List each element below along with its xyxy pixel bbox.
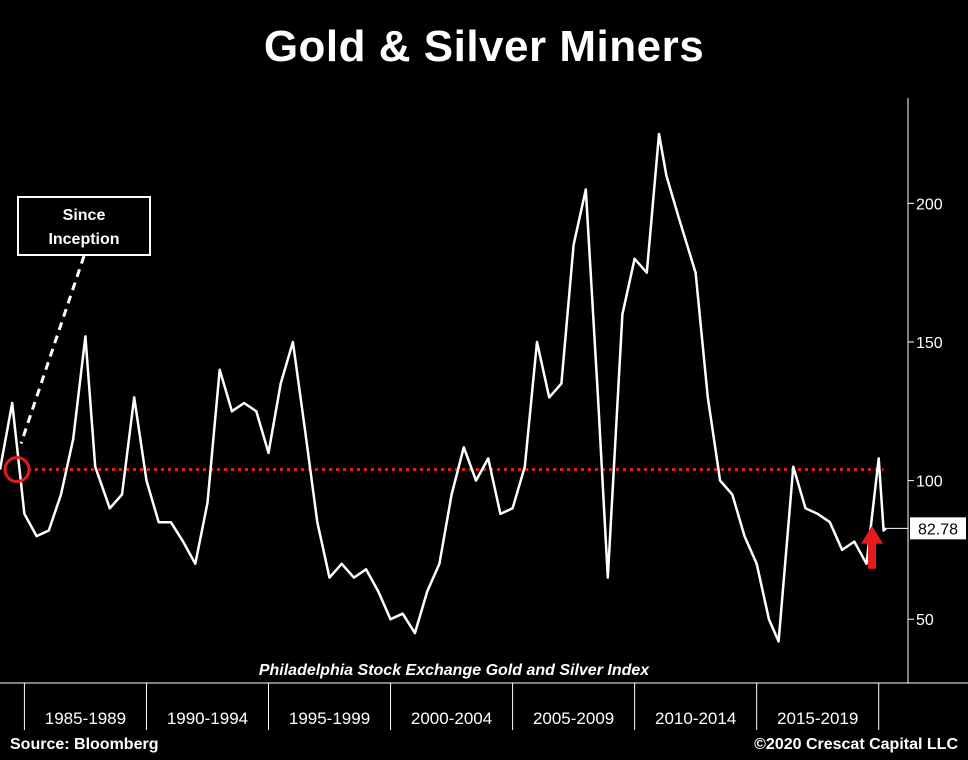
callout-box (17, 196, 151, 256)
x-period-label: 1985-1989 (45, 709, 126, 728)
copyright-label: ©2020 Crescat Capital LLC (754, 736, 958, 753)
axes-layer: 50 100 150 200 (907, 98, 943, 683)
last-value-box (910, 517, 966, 540)
source-label: Source: Bloomberg (10, 736, 159, 753)
callout-text-line1: Since (63, 207, 106, 224)
x-period-axis: 1985-1989 1990-1994 1995-1999 2000-2004 2005… (0, 682, 968, 730)
up-arrow-icon (861, 525, 883, 569)
y-tick-label: 100 (916, 474, 943, 491)
inception-circle-marker (3, 456, 31, 484)
x-period-label: 2010-2014 (655, 709, 736, 728)
callout-text-line2: Inception (48, 231, 119, 248)
y-tick-label: 50 (916, 612, 934, 629)
series-layer (0, 132, 887, 643)
x-period-label: 1990-1994 (167, 709, 248, 728)
y-tick-label: 200 (916, 196, 943, 213)
last-value-label: 82.78 (918, 521, 958, 538)
x-period-label: 2000-2004 (411, 709, 492, 728)
chart-title: Gold & Silver Miners (263, 22, 705, 71)
x-period-label: 2015-2019 (777, 709, 858, 728)
y-tick-label: 150 (916, 335, 943, 352)
x-period-label: 2005-2009 (533, 709, 614, 728)
chart-subtitle: Philadelphia Stock Exchange Gold and Sil… (259, 662, 650, 679)
annotation-layer: 82.78 Since Inception (3, 196, 966, 569)
x-period-label: 1995-1999 (289, 709, 370, 728)
callout-pointer (19, 255, 86, 444)
series-line (0, 132, 887, 643)
